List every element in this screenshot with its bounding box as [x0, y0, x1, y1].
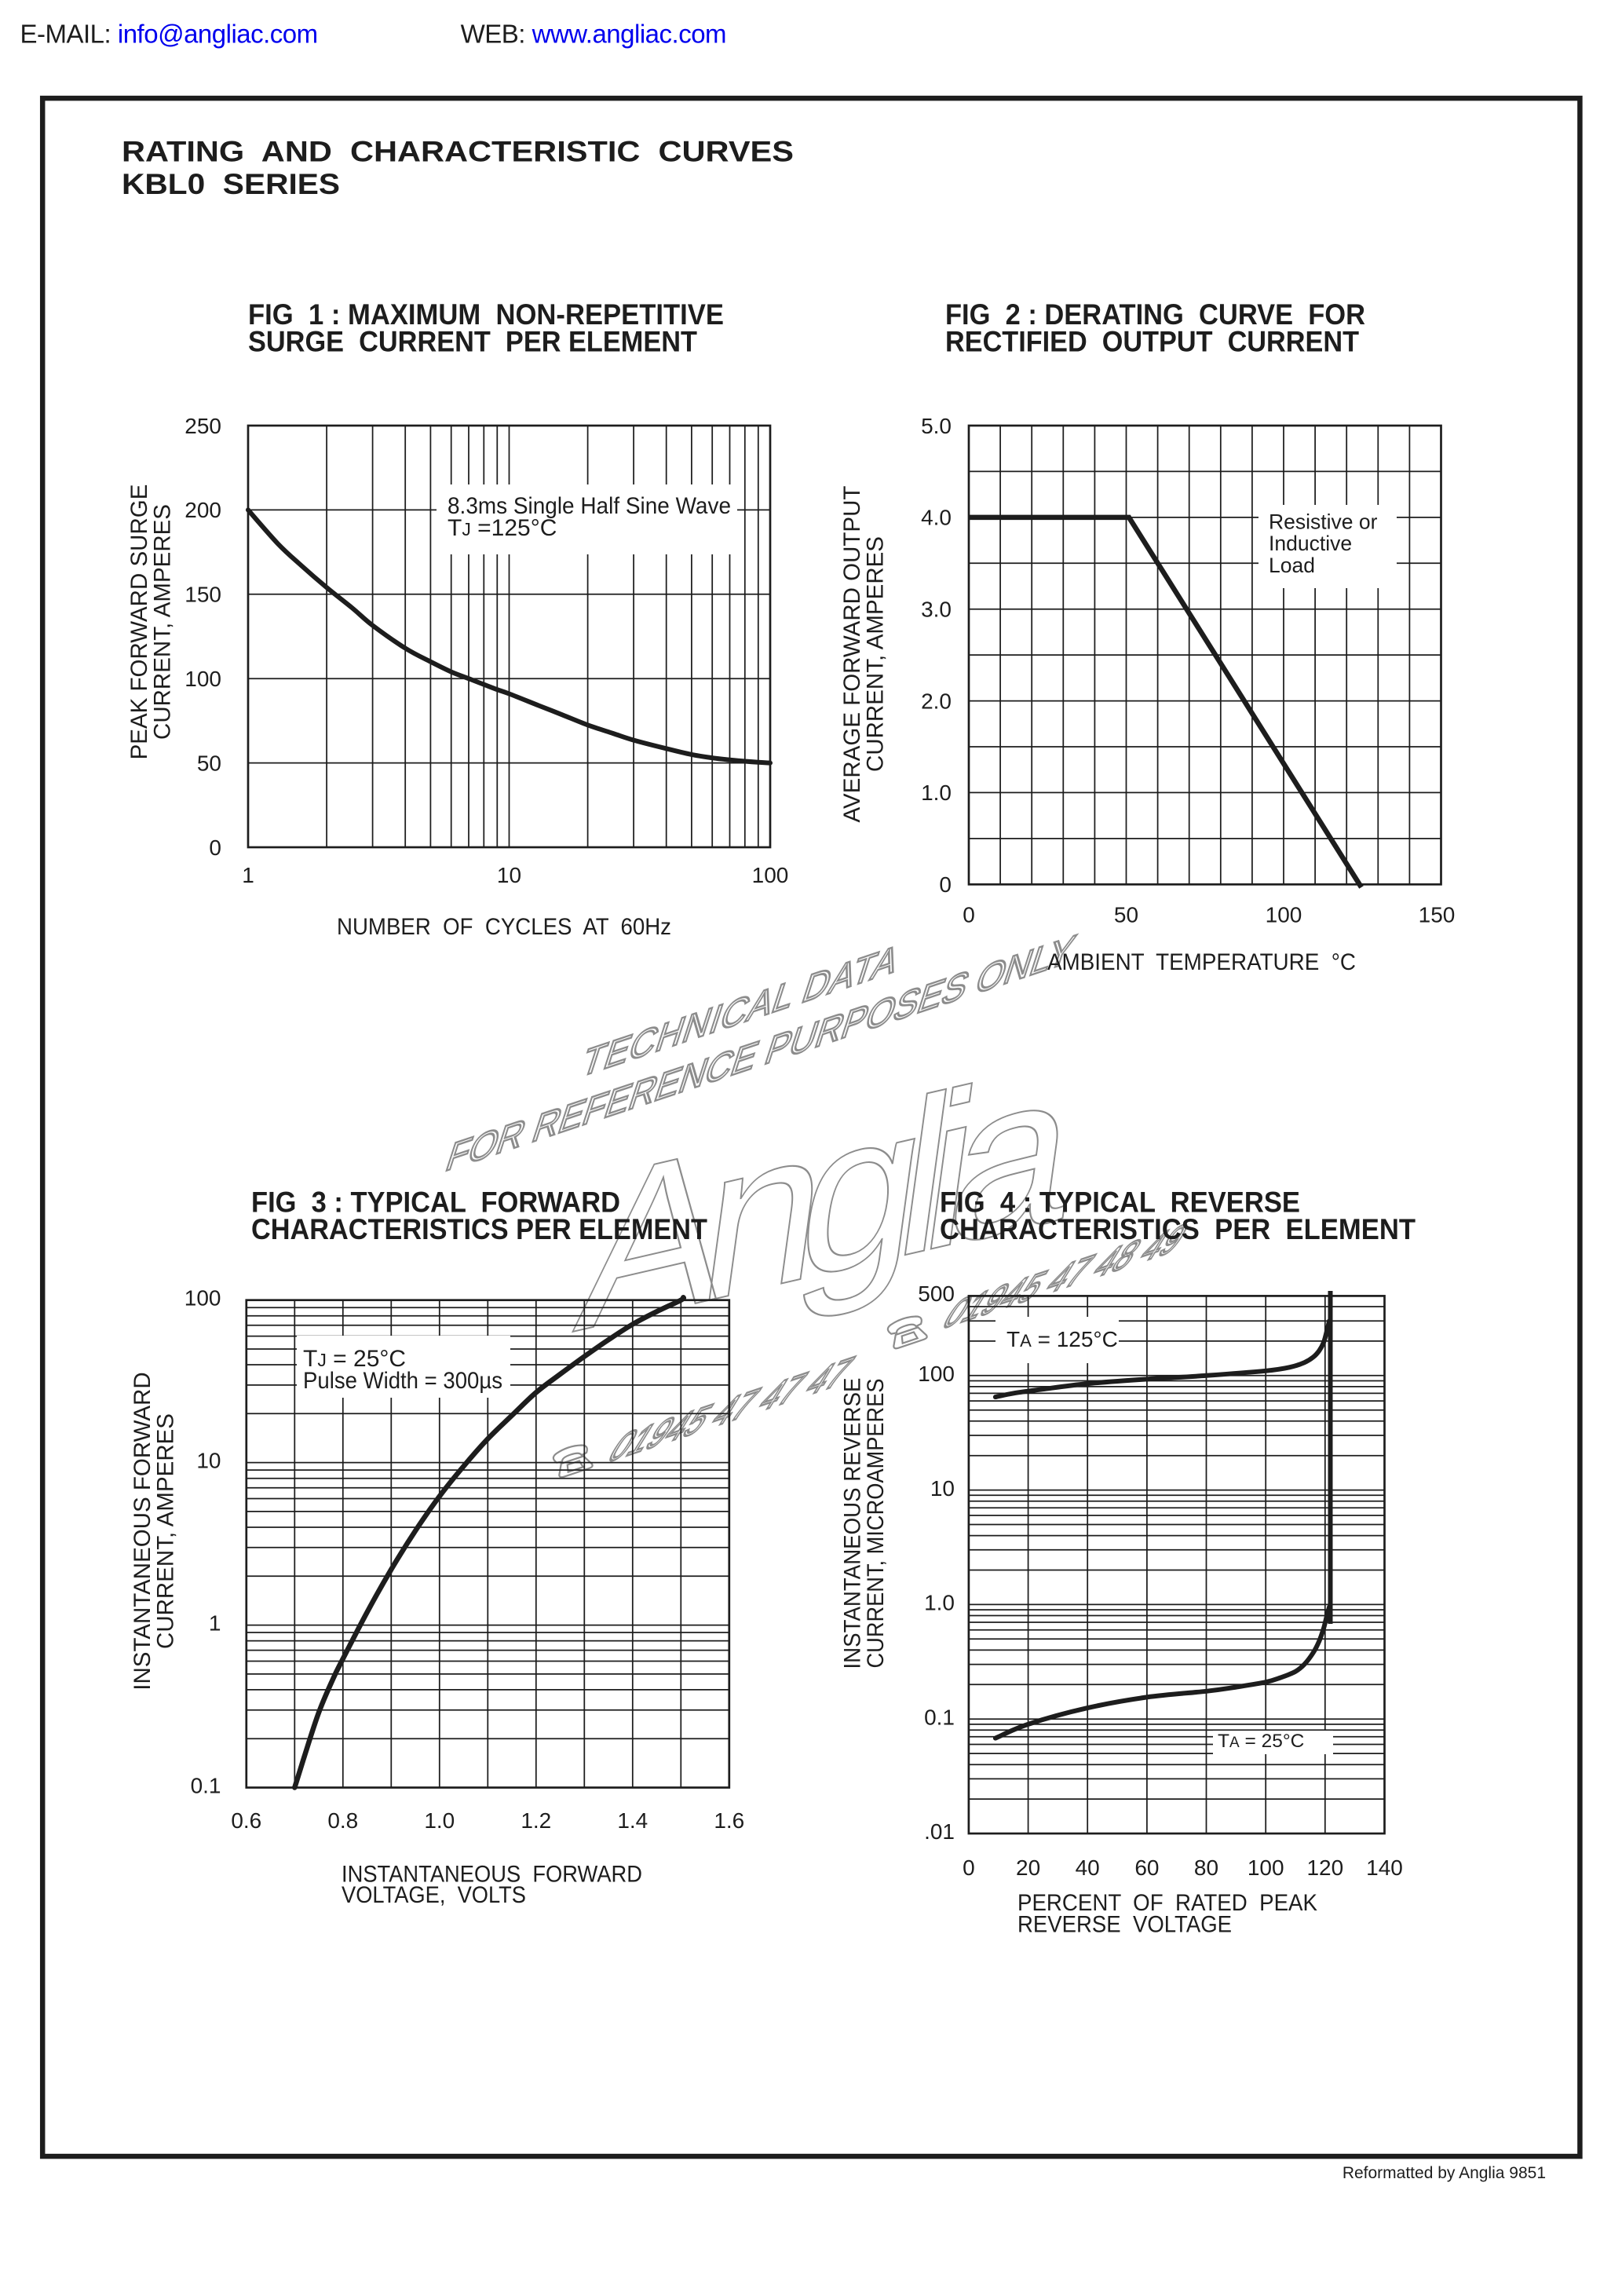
- svg-text:RATING AND CHARACTERISTIC C: RATING AND CHARACTERISTIC CURVES: [122, 135, 794, 168]
- svg-text:10: 10: [196, 1448, 221, 1472]
- svg-text:0.1: 0.1: [924, 1705, 955, 1729]
- svg-text:INSTANTANEOUS FORWARD: INSTANTANEOUS FORWARD: [342, 1862, 642, 1888]
- svg-text:KBL0 SERIES: KBL0 SERIES: [122, 167, 340, 200]
- svg-text:100: 100: [184, 1286, 221, 1311]
- svg-text:0: 0: [963, 1855, 975, 1880]
- svg-text:INSTANTANEOUS FORWARD: INSTANTANEOUS FORWARD: [130, 1372, 155, 1690]
- svg-text:AMBIENT TEMPERATURE °C: AMBIENT TEMPERATURE °C: [1047, 949, 1356, 975]
- svg-text:20: 20: [1016, 1855, 1040, 1880]
- svg-text:1.6: 1.6: [714, 1808, 744, 1833]
- svg-text:PEAK FORWARD SURGE: PEAK FORWARD SURGE: [126, 484, 152, 760]
- svg-text:100: 100: [918, 1362, 955, 1386]
- svg-text:CURRENT, AMPERES: CURRENT, AMPERES: [863, 536, 889, 772]
- svg-text:5.0: 5.0: [921, 414, 952, 438]
- svg-text:SURGE CURRENT PER ELEMENT: SURGE CURRENT PER ELEMENT: [248, 325, 697, 358]
- svg-text:1: 1: [209, 1610, 221, 1635]
- svg-text:RECTIFIED OUTPUT CURRENT: RECTIFIED OUTPUT CURRENT: [945, 325, 1359, 358]
- svg-text:FIG 1 : MAXIMUM NON-REPETITI: FIG 1 : MAXIMUM NON-REPETITIVE: [248, 298, 724, 331]
- svg-text:REVERSE VOLTAGE: REVERSE VOLTAGE: [1017, 1912, 1232, 1938]
- svg-text:FIG 2 : DERATING CURVE FOR: FIG 2 : DERATING CURVE FOR: [945, 298, 1365, 331]
- svg-text:100: 100: [752, 863, 789, 887]
- svg-text:3.0: 3.0: [921, 598, 952, 622]
- svg-text:TJ = 25°C: TJ = 25°C: [303, 1346, 406, 1372]
- svg-text:500: 500: [918, 1281, 955, 1306]
- svg-text:0.1: 0.1: [191, 1773, 221, 1797]
- svg-text:1.4: 1.4: [617, 1808, 648, 1833]
- svg-text:1.2: 1.2: [521, 1808, 551, 1833]
- svg-text:120: 120: [1306, 1855, 1343, 1880]
- svg-text:.01: .01: [924, 1819, 955, 1844]
- svg-text:NUMBER OF CYCLES AT 60Hz: NUMBER OF CYCLES AT 60Hz: [337, 914, 671, 940]
- svg-text:FIG 4 : TYPICAL REVERSE: FIG 4 : TYPICAL REVERSE: [940, 1185, 1300, 1218]
- svg-text:80: 80: [1194, 1855, 1218, 1880]
- svg-text:1: 1: [242, 863, 254, 887]
- svg-text:TJ =125°C: TJ =125°C: [448, 515, 557, 541]
- svg-text:100: 100: [184, 667, 221, 691]
- svg-text:Reformatted by Anglia 9851: Reformatted by Anglia 9851: [1343, 2164, 1546, 2182]
- svg-text:TA = 25°C: TA = 25°C: [1218, 1731, 1304, 1752]
- svg-text:200: 200: [184, 498, 221, 522]
- svg-text:E-MAIL: info@angliac.com: E-MAIL: info@angliac.com: [20, 19, 318, 48]
- svg-text:2.0: 2.0: [921, 689, 952, 713]
- svg-text:10: 10: [930, 1476, 955, 1501]
- svg-text:CURRENT, AMPERES: CURRENT, AMPERES: [150, 504, 176, 740]
- svg-text:CHARACTERISTICS PER ELEMENT: CHARACTERISTICS PER ELEMENT: [251, 1212, 707, 1245]
- svg-text:0: 0: [939, 872, 952, 897]
- svg-text:60: 60: [1134, 1855, 1159, 1880]
- svg-text:0: 0: [209, 835, 221, 860]
- svg-text:TA = 125°C: TA = 125°C: [1006, 1327, 1118, 1351]
- svg-text:50: 50: [1114, 903, 1138, 927]
- svg-text:140: 140: [1366, 1855, 1403, 1880]
- svg-text:150: 150: [1419, 903, 1456, 927]
- svg-text:8.3ms Single Half Sine Wave: 8.3ms Single Half Sine Wave: [448, 493, 731, 519]
- svg-text:250: 250: [184, 414, 221, 438]
- svg-text:CURRENT, AMPERES: CURRENT, AMPERES: [153, 1413, 179, 1649]
- svg-text:100: 100: [1266, 903, 1302, 927]
- svg-text:0: 0: [963, 903, 975, 927]
- svg-text:10: 10: [497, 863, 521, 887]
- svg-text:Load: Load: [1269, 554, 1315, 577]
- svg-text:CURRENT, MICROAMPERES: CURRENT, MICROAMPERES: [863, 1379, 889, 1669]
- svg-text:100: 100: [1248, 1855, 1284, 1880]
- svg-text:1.0: 1.0: [921, 781, 952, 805]
- svg-text:Pulse Width = 300µs: Pulse Width = 300µs: [303, 1368, 502, 1394]
- svg-text:40: 40: [1076, 1855, 1100, 1880]
- svg-text:1.0: 1.0: [924, 1591, 955, 1615]
- svg-text:PERCENT OF RATED PEAK: PERCENT OF RATED PEAK: [1017, 1890, 1317, 1916]
- svg-text:0.6: 0.6: [231, 1808, 261, 1833]
- svg-text:4.0: 4.0: [921, 506, 952, 530]
- svg-text:CHARACTERISTICS PER ELEMENT: CHARACTERISTICS PER ELEMENT: [940, 1212, 1416, 1245]
- svg-text:1.0: 1.0: [424, 1808, 455, 1833]
- svg-text:Resistive or: Resistive or: [1269, 510, 1378, 534]
- svg-text:INSTANTANEOUS REVERSE: INSTANTANEOUS REVERSE: [840, 1378, 866, 1669]
- svg-text:VOLTAGE, VOLTS: VOLTAGE, VOLTS: [342, 1882, 526, 1908]
- svg-text:AVERAGE FORWARD OUTPUT: AVERAGE FORWARD OUTPUT: [839, 486, 865, 823]
- svg-text:FIG 3 : TYPICAL FORWARD: FIG 3 : TYPICAL FORWARD: [251, 1185, 620, 1218]
- svg-text:0.8: 0.8: [327, 1808, 358, 1833]
- svg-text:150: 150: [184, 583, 221, 607]
- svg-text:Inductive: Inductive: [1269, 532, 1352, 555]
- svg-text:50: 50: [197, 751, 221, 775]
- svg-text:WEB: www.angliac.com: WEB: www.angliac.com: [461, 19, 726, 48]
